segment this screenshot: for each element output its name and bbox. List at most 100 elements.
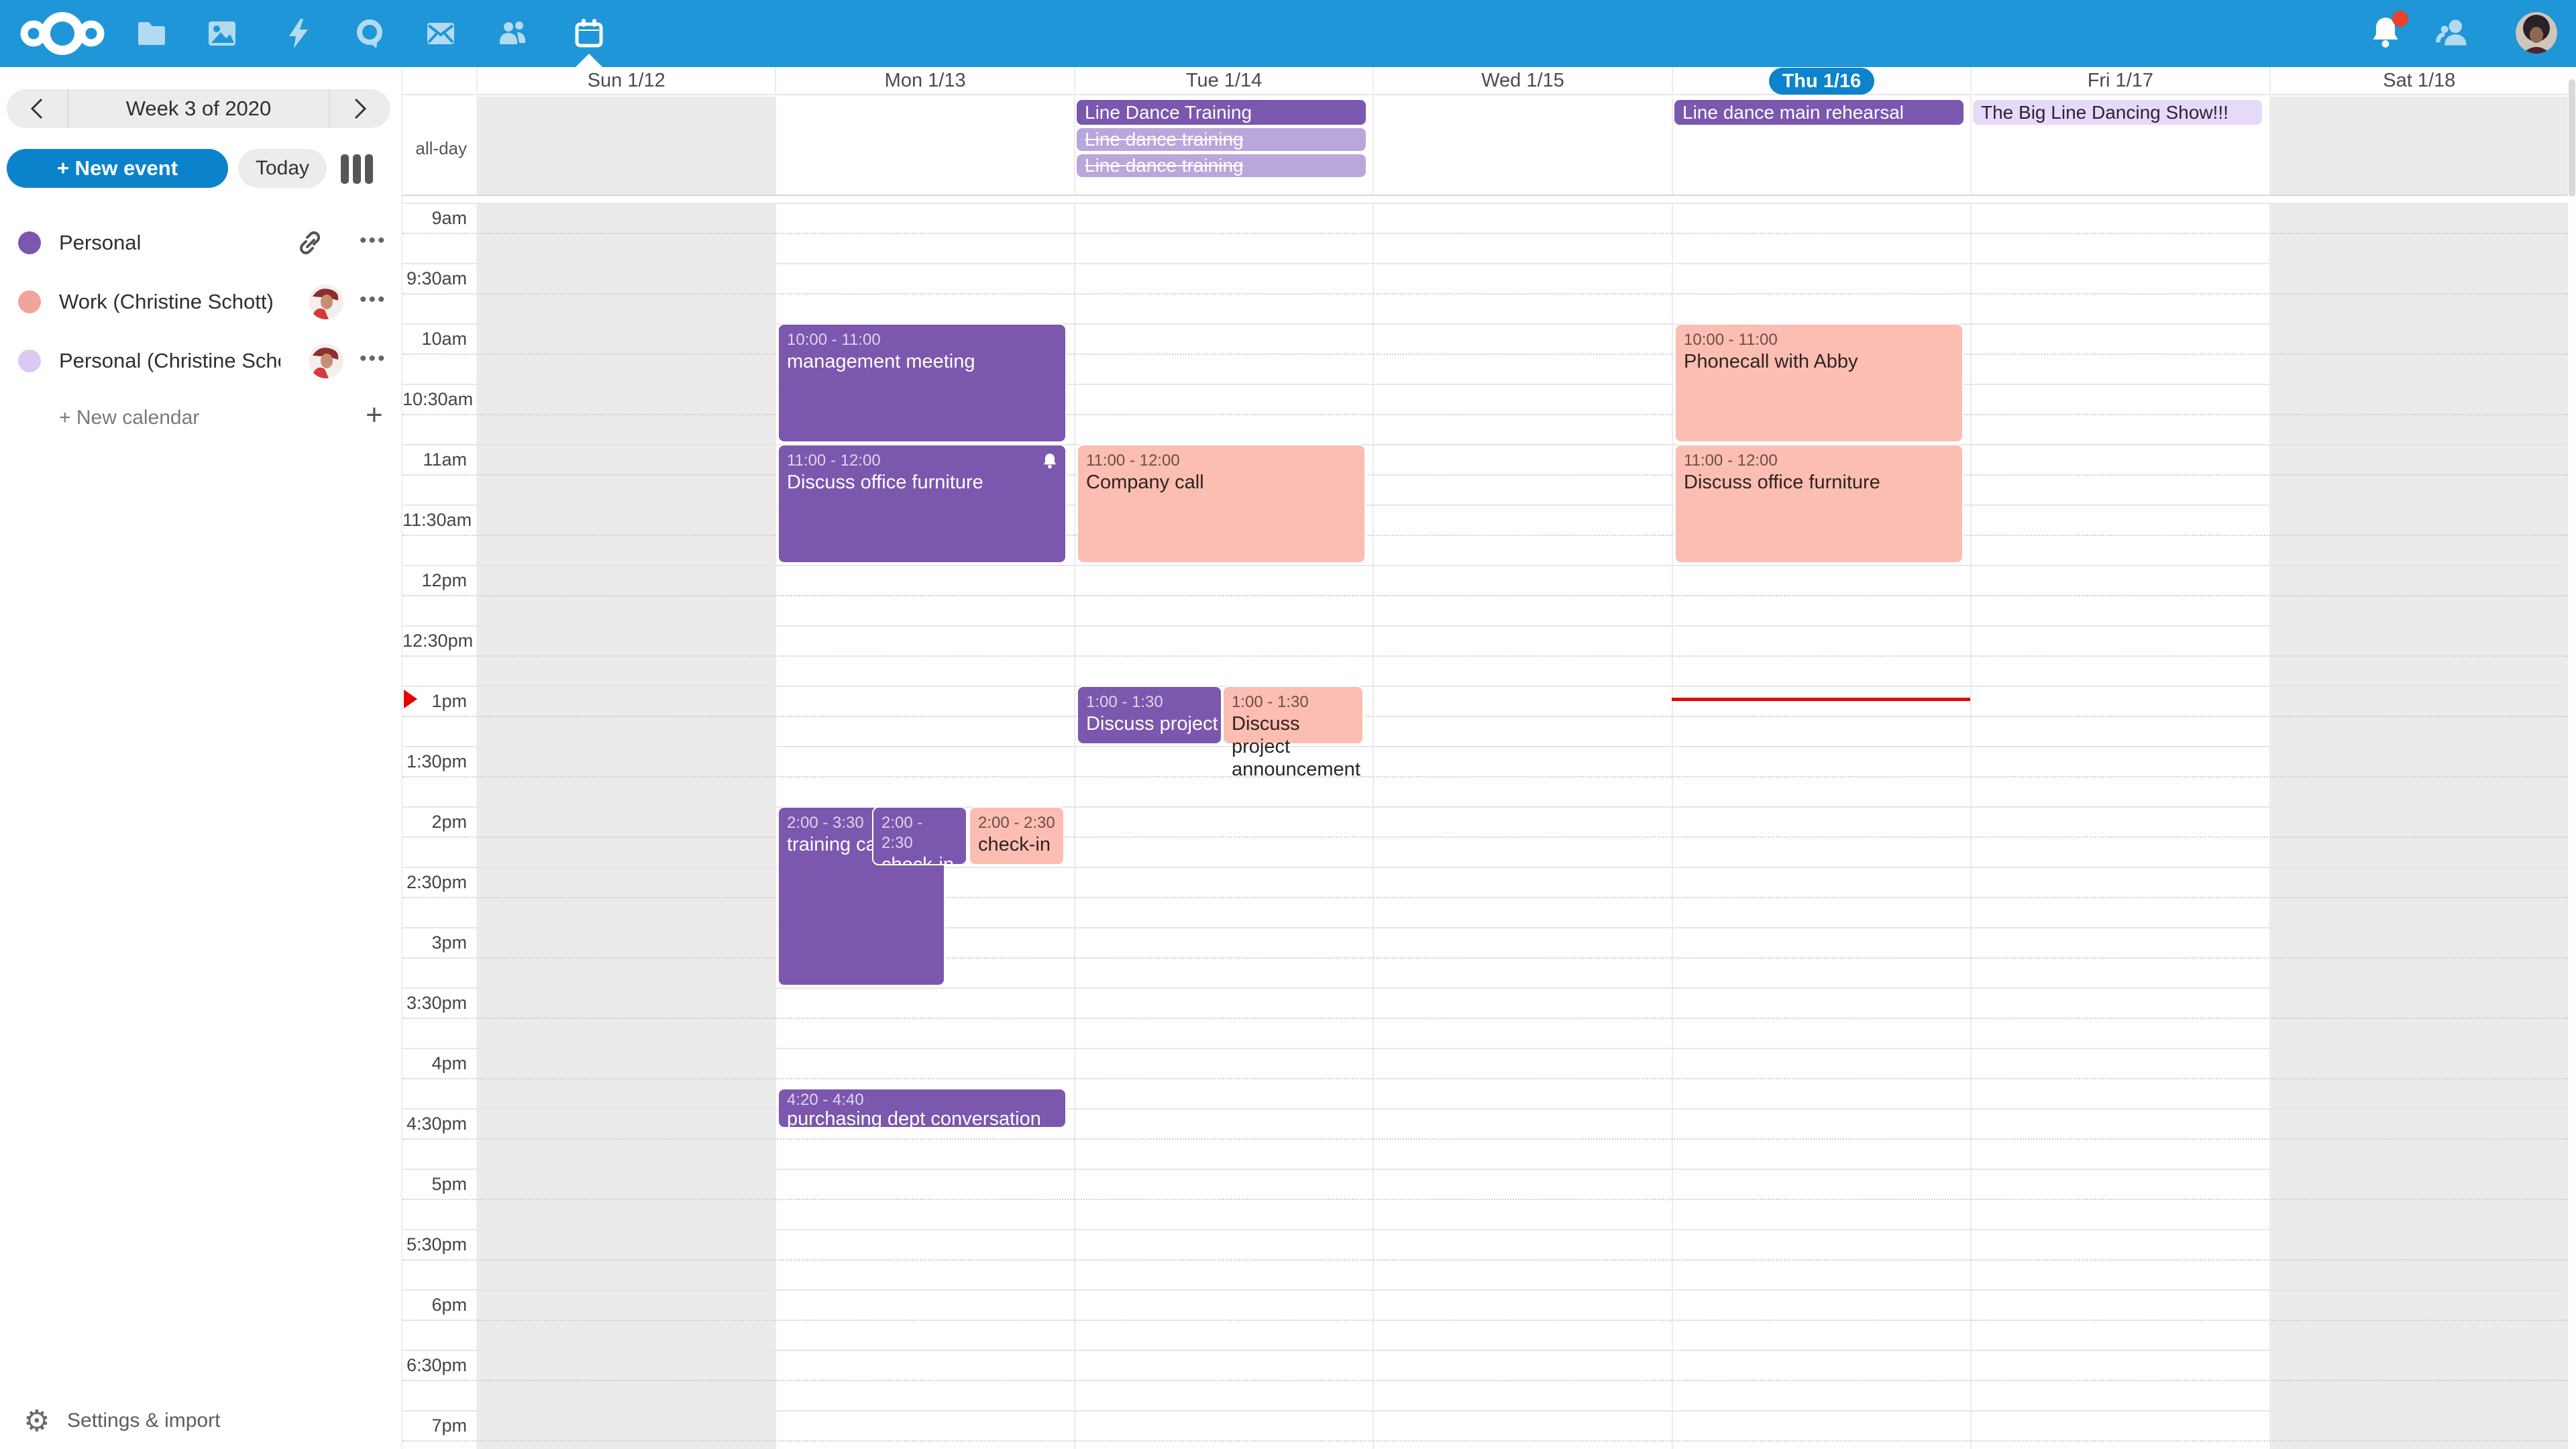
time-label: 10am <box>421 329 467 349</box>
day-header[interactable]: Thu 1/16 <box>1671 67 1970 95</box>
day-header[interactable]: Sun 1/12 <box>476 67 775 95</box>
hour-gridline <box>402 384 2568 385</box>
quarter-hour-gridline <box>402 1018 2568 1019</box>
calendar-list-item-work-christine[interactable]: Work (Christine Schott) ••• <box>0 272 402 331</box>
time-label: 1pm <box>431 691 467 711</box>
event-time: 1:00 - 1:30 <box>1232 693 1309 711</box>
calendar-menu-icon[interactable]: ••• <box>360 288 387 311</box>
day-header[interactable]: Tue 1/14 <box>1073 67 1373 95</box>
day-column[interactable] <box>1671 97 1970 195</box>
allday-event[interactable]: Line dance main rehearsal <box>1674 100 1964 125</box>
day-header[interactable]: Wed 1/15 <box>1373 67 1671 95</box>
contacts-menu-icon[interactable] <box>2435 15 2470 53</box>
event-purchasing-dept-conversation[interactable]: 4:20 - 4:40 purchasing dept conversation <box>777 1088 1067 1128</box>
quarter-hour-gridline <box>402 1259 2568 1260</box>
day-column[interactable] <box>1073 203 1373 1449</box>
calendar-color-dot <box>18 350 41 372</box>
quarter-hour-gridline <box>402 1440 2568 1442</box>
settings-and-import-button[interactable]: ⚙ Settings & import <box>0 1399 402 1446</box>
talk-icon[interactable] <box>354 17 386 50</box>
files-icon[interactable] <box>136 17 168 50</box>
event-check-in[interactable]: 2:00 - 2:30 check-in <box>969 806 1065 865</box>
day-column[interactable] <box>2269 203 2568 1449</box>
day-column[interactable] <box>1970 97 2269 195</box>
day-header[interactable]: Mon 1/13 <box>775 67 1073 95</box>
allday-event-cancelled[interactable]: Line dance training <box>1077 128 1366 151</box>
event-title: Line dance training <box>1085 155 1244 176</box>
allday-event[interactable]: Line Dance Training <box>1077 100 1366 125</box>
quarter-hour-gridline <box>402 837 2568 838</box>
calendar-menu-icon[interactable]: ••• <box>360 229 387 252</box>
time-label: 7pm <box>431 1415 467 1436</box>
mail-icon[interactable] <box>425 17 457 50</box>
scrollbar-thumb[interactable] <box>2569 79 2575 197</box>
day-column[interactable] <box>1073 97 1373 195</box>
week-title[interactable]: Week 3 of 2020 <box>125 97 272 120</box>
quarter-hour-gridline <box>402 414 2568 415</box>
today-button[interactable]: Today <box>238 149 327 188</box>
new-calendar-label: + New calendar <box>59 407 200 429</box>
allday-event[interactable]: The Big Line Dancing Show!!! <box>1973 100 2262 125</box>
previous-week-button[interactable] <box>7 89 68 128</box>
day-column[interactable] <box>775 97 1073 195</box>
event-phonecall-with-abby[interactable]: 10:00 - 11:00 Phonecall with Abby <box>1674 323 1964 443</box>
hour-gridline <box>402 1229 2568 1230</box>
calendar-icon[interactable] <box>573 17 605 50</box>
day-column[interactable] <box>1373 203 1671 1449</box>
share-link-icon[interactable] <box>295 228 325 261</box>
event-check-in[interactable]: 2:00 - 2:30 check-in <box>872 806 967 865</box>
calendar-list-item-personal-christine[interactable]: Personal (Christine Scho… ••• <box>0 331 402 390</box>
new-calendar-button[interactable]: + New calendar + <box>0 396 402 443</box>
day-column[interactable] <box>476 203 775 1449</box>
calendar-name: Personal <box>59 231 142 254</box>
day-column[interactable] <box>476 97 775 195</box>
calendar-list-item-personal[interactable]: Personal ••• <box>0 213 402 272</box>
day-column[interactable] <box>1373 97 1671 195</box>
quarter-hour-gridline <box>402 957 2568 959</box>
event-title: Line Dance Training <box>1085 102 1252 123</box>
event-time: 2:00 - 2:30 <box>881 814 923 852</box>
photos-icon[interactable] <box>206 17 238 50</box>
time-label: 12:30pm <box>402 631 474 651</box>
calendar-menu-icon[interactable]: ••• <box>360 347 387 370</box>
all-day-label: all-day <box>415 138 467 158</box>
event-discuss-project-announcement[interactable]: 1:00 - 1:30 Discuss project announcement <box>1077 686 1222 745</box>
nextcloud-logo[interactable] <box>19 9 106 61</box>
gear-icon: ⚙ <box>23 1404 50 1438</box>
user-avatar[interactable] <box>2516 12 2557 54</box>
event-discuss-project-announcement[interactable]: 1:00 - 1:30 Discuss project announcement <box>1222 686 1364 780</box>
event-title: purchasing dept conversation <box>787 1108 1041 1128</box>
event-discuss-office-furniture[interactable]: 11:00 - 12:00 Discuss office furniture <box>777 444 1067 564</box>
event-time: 2:00 - 3:30 <box>787 814 864 832</box>
contacts-icon[interactable] <box>497 17 529 50</box>
day-column[interactable] <box>1970 203 2269 1449</box>
day-column[interactable] <box>1671 203 1970 1449</box>
event-time: 10:00 - 11:00 <box>1684 331 1778 349</box>
event-discuss-office-furniture[interactable]: 11:00 - 12:00 Discuss office furniture <box>1674 444 1964 564</box>
day-header[interactable]: Sat 1/18 <box>2269 67 2568 95</box>
view-toggle-columns-icon[interactable] <box>341 154 380 184</box>
time-label: 11:30am <box>402 510 472 530</box>
notifications-bell-icon[interactable] <box>2368 11 2408 53</box>
hour-gridline <box>402 1289 2568 1291</box>
day-column[interactable] <box>2269 97 2568 195</box>
event-title: The Big Line Dancing Show!!! <box>1981 102 2229 123</box>
day-label: Wed 1/15 <box>1481 70 1564 91</box>
time-label: 6pm <box>431 1295 467 1315</box>
allday-event-cancelled[interactable]: Line dance training <box>1077 154 1366 177</box>
day-column[interactable] <box>775 203 1073 1449</box>
time-label: 4:30pm <box>406 1114 467 1134</box>
event-management-meeting[interactable]: 10:00 - 11:00 management meeting <box>777 323 1067 443</box>
day-header[interactable]: Fri 1/17 <box>1970 67 2269 95</box>
event-company-call[interactable]: 11:00 - 12:00 Company call <box>1077 444 1366 564</box>
new-event-button[interactable]: + New event <box>7 149 228 188</box>
hour-gridline <box>402 625 2568 627</box>
settings-label: Settings & import <box>67 1409 221 1432</box>
activity-icon[interactable] <box>282 17 315 50</box>
next-week-button[interactable] <box>329 89 390 128</box>
hour-gridline <box>402 263 2568 264</box>
time-label: 5:30pm <box>406 1234 467 1254</box>
day-label: Sat 1/18 <box>2383 70 2456 91</box>
quarter-hour-gridline <box>402 897 2568 898</box>
top-bar <box>0 0 2576 67</box>
